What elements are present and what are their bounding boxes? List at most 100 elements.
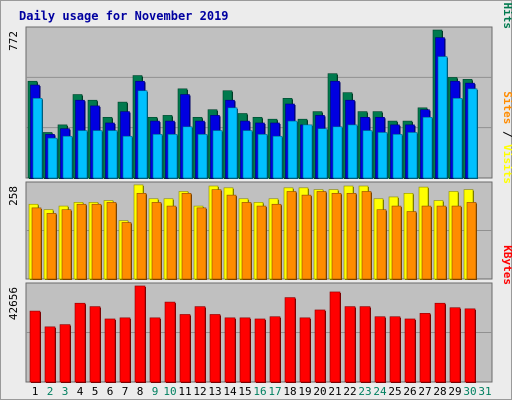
bar-kbytes-day-22 (344, 306, 356, 383)
bar-pages-day-5 (92, 130, 103, 179)
bar-sites-day-12 (196, 207, 207, 280)
bar-pages-day-26 (407, 132, 418, 179)
bar-sites-day-2 (46, 213, 57, 280)
bar-kbytes-day-23 (359, 306, 371, 383)
x-tick-label: 18 (283, 385, 296, 398)
bar-pages-day-30 (467, 88, 478, 179)
bar-pages-day-6 (107, 130, 118, 179)
bar-pages-day-29 (452, 98, 463, 179)
panel-legend: Pages / Files / Hits (501, 1, 512, 29)
bar-kbytes-day-16 (254, 318, 266, 383)
bar-pages-day-20 (317, 128, 328, 179)
bar-kbytes-day-21 (329, 291, 341, 383)
panel-max-label: 258 (7, 186, 20, 206)
bar-sites-day-20 (316, 191, 327, 280)
bar-sites-day-29 (451, 205, 462, 280)
bar-sites-day-27 (421, 205, 432, 280)
x-tick-label: 24 (373, 385, 387, 398)
bar-kbytes-day-30 (464, 308, 476, 383)
bar-sites-day-8 (136, 192, 147, 280)
legend-entry: Visits (501, 144, 512, 184)
bar-pages-day-27 (422, 116, 433, 179)
x-tick-label: 23 (358, 385, 371, 398)
x-tick-label: 5 (92, 385, 99, 398)
panel-legend: KBytes (501, 245, 512, 285)
bar-kbytes-day-8 (134, 285, 146, 383)
x-tick-label: 13 (208, 385, 221, 398)
bar-pages-day-17 (272, 135, 283, 179)
x-tick-label: 4 (77, 385, 84, 398)
chart-panels: 772 Pages / Files / Hits 258 Sites / Visits… (7, 1, 512, 383)
bar-pages-day-1 (32, 98, 43, 179)
bar-kbytes-day-6 (104, 318, 116, 383)
bar-sites-day-11 (181, 192, 192, 280)
x-tick-label: 22 (343, 385, 356, 398)
bar-pages-day-10 (167, 134, 178, 179)
bar-kbytes-day-15 (239, 317, 251, 383)
bar-pages-day-19 (302, 124, 313, 179)
panel-visits: 258 Sites / Visits (7, 91, 512, 280)
bar-sites-day-14 (226, 194, 237, 280)
bar-kbytes-day-18 (284, 297, 296, 383)
panel-legend: Sites / Visits (501, 91, 512, 184)
bar-kbytes-day-3 (59, 324, 71, 383)
bar-sites-day-9 (151, 202, 162, 280)
x-tick-label: 27 (418, 385, 431, 398)
bar-kbytes-day-25 (389, 316, 401, 383)
bar-sites-day-3 (61, 209, 72, 280)
bar-kbytes-day-9 (149, 317, 161, 383)
bar-pages-day-28 (437, 56, 448, 179)
panel-max-label: 772 (7, 31, 20, 51)
bar-pages-day-15 (242, 130, 253, 179)
bar-sites-day-10 (166, 205, 177, 280)
x-tick-label: 2 (47, 385, 54, 398)
bar-kbytes-day-26 (404, 318, 416, 383)
bar-kbytes-day-4 (74, 302, 86, 383)
bar-kbytes-day-5 (89, 306, 101, 383)
bar-sites-day-19 (301, 194, 312, 280)
x-tick-label: 26 (403, 385, 416, 398)
bar-kbytes-day-28 (434, 302, 446, 383)
panel-hits: 772 Pages / Files / Hits (7, 1, 512, 180)
x-tick-label: 28 (433, 385, 446, 398)
x-tick-label: 17 (268, 385, 281, 398)
bar-sites-day-18 (286, 191, 297, 280)
bar-pages-day-22 (347, 124, 358, 179)
bar-kbytes-day-29 (449, 307, 461, 383)
x-tick-label: 8 (137, 385, 144, 398)
x-tick-label: 14 (223, 385, 237, 398)
bar-sites-day-23 (361, 191, 372, 280)
bar-pages-day-3 (62, 135, 73, 179)
bar-sites-day-7 (121, 222, 132, 280)
x-tick-label: 20 (313, 385, 326, 398)
x-tick-label: 9 (152, 385, 159, 398)
bar-pages-day-12 (197, 134, 208, 179)
x-tick-label: 25 (388, 385, 401, 398)
bar-pages-day-13 (212, 130, 223, 179)
bar-sites-day-6 (106, 202, 117, 280)
x-tick-label: 10 (163, 385, 176, 398)
x-tick-label: 15 (238, 385, 251, 398)
bar-kbytes-day-11 (179, 314, 191, 383)
bar-kbytes-day-7 (119, 317, 131, 383)
bar-pages-day-4 (77, 130, 88, 179)
x-tick-label: 30 (463, 385, 476, 398)
x-tick-label: 3 (62, 385, 69, 398)
bar-pages-day-16 (257, 134, 268, 179)
bar-kbytes-day-20 (314, 309, 326, 383)
x-tick-label: 6 (107, 385, 114, 398)
bar-kbytes-day-17 (269, 316, 281, 383)
bar-sites-day-15 (241, 202, 252, 280)
bar-kbytes-day-2 (44, 326, 56, 383)
chart-title: Daily usage for November 2019 (19, 9, 229, 23)
bar-pages-day-14 (227, 107, 238, 179)
x-tick-label: 11 (178, 385, 191, 398)
bar-sites-day-17 (271, 203, 282, 280)
bar-kbytes-day-12 (194, 306, 206, 383)
bar-kbytes-day-19 (299, 317, 311, 383)
x-tick-label: 31 (478, 385, 491, 398)
bar-sites-day-5 (91, 203, 102, 280)
bar-kbytes-day-13 (209, 314, 221, 383)
